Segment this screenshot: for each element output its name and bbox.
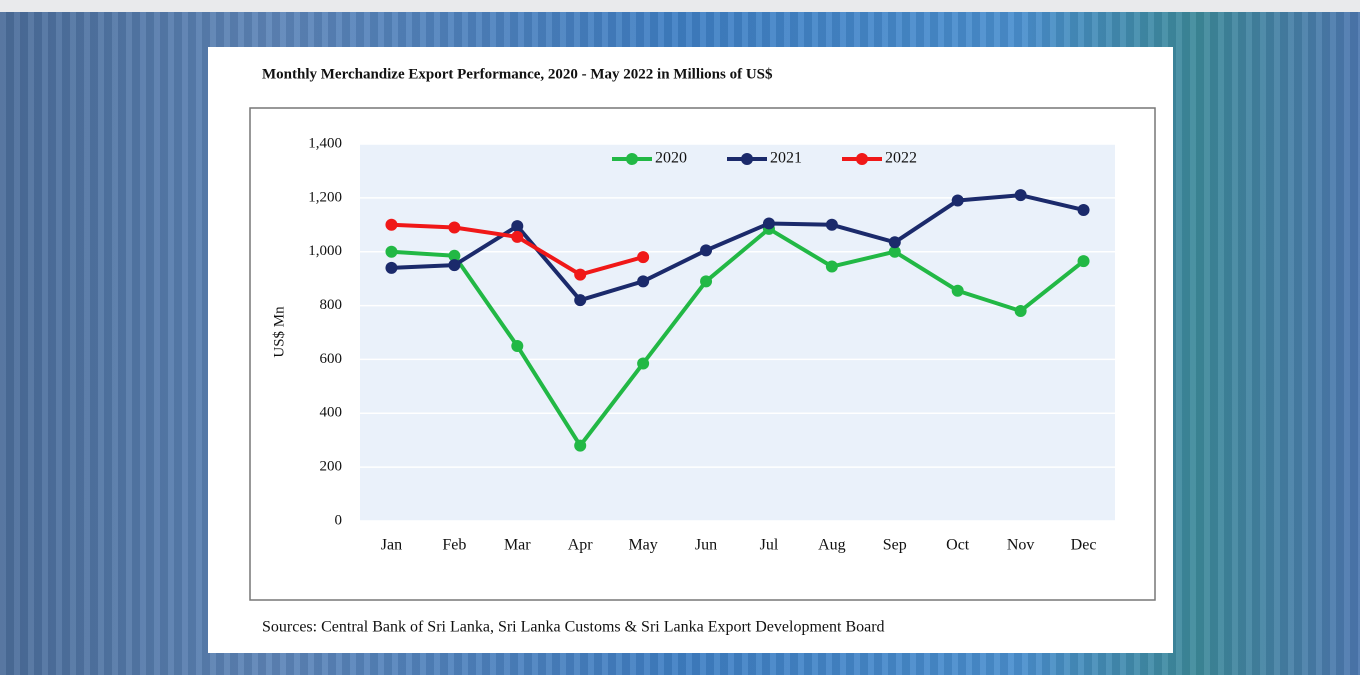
data-point [952, 285, 964, 297]
chart-title: Monthly Merchandize Export Performance, … [262, 66, 773, 82]
x-tick-label: Oct [946, 537, 970, 554]
y-tick-label: 800 [320, 297, 343, 313]
x-tick-label: Mar [504, 537, 531, 554]
data-point [385, 219, 397, 231]
data-point [637, 251, 649, 263]
x-tick-label: Jul [760, 537, 779, 554]
data-point [889, 236, 901, 248]
data-point [826, 219, 838, 231]
x-tick-label: May [628, 537, 657, 554]
data-point [637, 357, 649, 369]
page: {"chart_data": {"type": "line", "title":… [0, 0, 1360, 675]
y-tick-label: 0 [335, 512, 343, 528]
chart: Monthly Merchandize Export Performance, … [0, 0, 1360, 675]
x-tick-label: Apr [568, 537, 594, 554]
data-point [511, 220, 523, 232]
x-tick-label: Aug [818, 537, 846, 554]
y-tick-label: 1,400 [308, 135, 342, 151]
y-tick-label: 1,200 [308, 189, 342, 205]
x-tick-label: Dec [1071, 537, 1097, 554]
data-point [448, 221, 460, 233]
source-note: Sources: Central Bank of Sri Lanka, Sri … [262, 619, 885, 636]
x-tick-label: Feb [442, 537, 466, 554]
data-point [385, 246, 397, 258]
y-axis-title: US$ Mn [271, 306, 287, 358]
data-point [1078, 255, 1090, 267]
x-tick-label: Jan [381, 537, 402, 554]
data-point [763, 217, 775, 229]
y-tick-label: 200 [320, 459, 343, 475]
x-tick-label: Sep [883, 537, 907, 554]
data-point [574, 294, 586, 306]
y-tick-label: 600 [320, 351, 343, 367]
legend-label: 2022 [885, 150, 917, 167]
data-point [826, 261, 838, 273]
plot-area [360, 144, 1115, 521]
y-tick-label: 1,000 [308, 243, 342, 259]
legend-marker [626, 153, 638, 165]
data-point [952, 195, 964, 207]
data-point [1078, 204, 1090, 216]
legend-marker [741, 153, 753, 165]
legend-marker [856, 153, 868, 165]
data-point [385, 262, 397, 274]
data-point [448, 259, 460, 271]
data-point [637, 275, 649, 287]
data-point [574, 269, 586, 281]
x-tick-label: Jun [695, 537, 717, 554]
data-point [1015, 189, 1027, 201]
data-point [574, 440, 586, 452]
data-point [511, 231, 523, 243]
x-tick-label: Nov [1007, 537, 1035, 554]
y-tick-label: 400 [320, 405, 343, 421]
data-point [700, 244, 712, 256]
data-point [511, 340, 523, 352]
legend-label: 2021 [770, 150, 802, 167]
data-point [700, 275, 712, 287]
legend-label: 2020 [655, 150, 687, 167]
data-point [1015, 305, 1027, 317]
